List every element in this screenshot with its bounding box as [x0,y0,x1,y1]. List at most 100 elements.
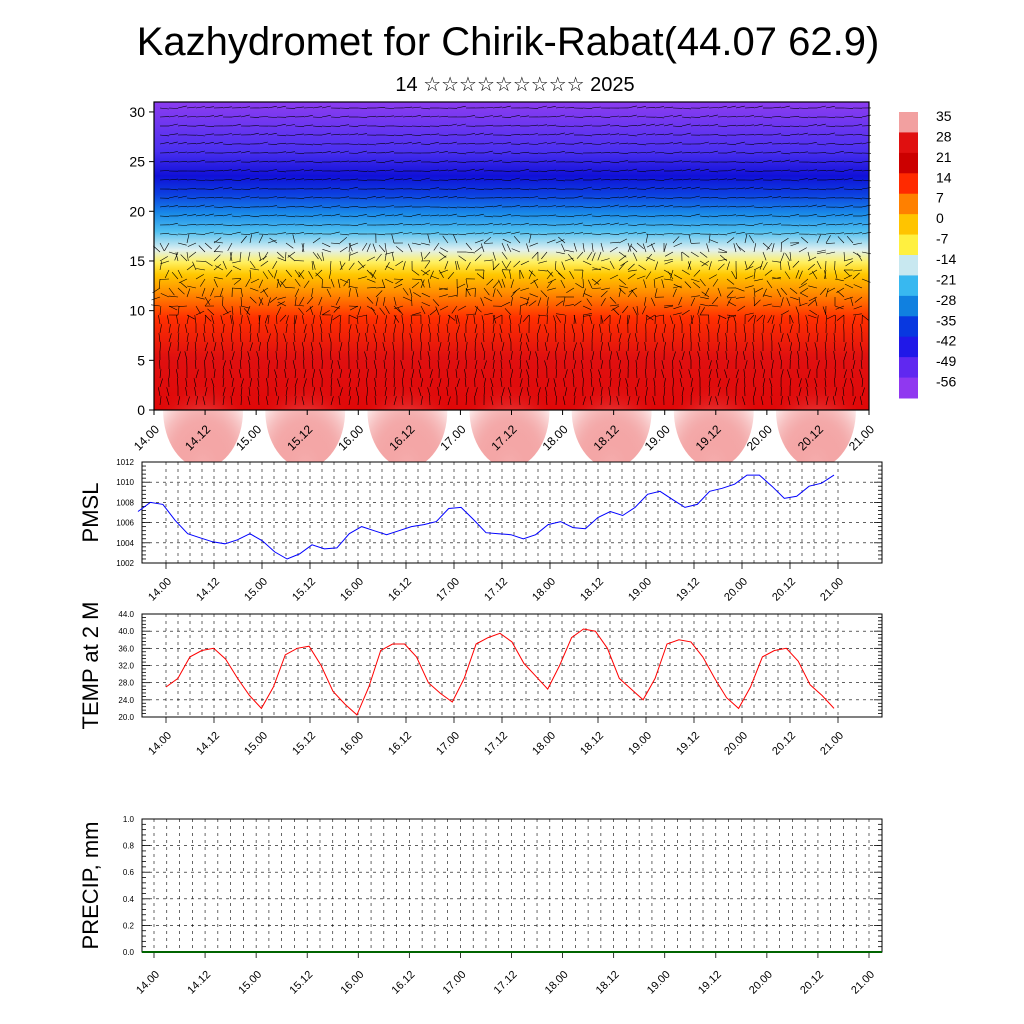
x-tick-label: 15.12 [290,730,318,758]
wind-barb [537,142,547,145]
wind-barb [284,360,287,370]
wind-barb [492,223,502,226]
wind-barb [519,387,523,397]
wind-barb [564,125,575,127]
x-tick-label: 20.12 [770,576,798,604]
wind-barb [708,215,719,217]
wind-barb [786,297,791,307]
wind-barb [337,279,341,289]
wind-barb [661,279,665,289]
wind-barb [798,283,807,289]
wind-barb [647,314,656,320]
wind-barb [303,324,307,334]
wind-barb [510,205,520,208]
wind-barb [510,197,521,199]
wind-barb [339,124,349,127]
wind-barb [852,142,863,145]
wind-barb [260,287,269,294]
wind-barb [684,281,692,289]
wind-barb [717,342,720,352]
wind-barb [563,378,566,388]
wind-barb [356,341,359,352]
wind-barb [438,214,448,217]
wind-barb [708,142,718,145]
wind-barb [333,305,341,313]
wind-barb [492,360,495,370]
wind-barb [456,233,467,236]
wind-barb [501,151,511,154]
wind-barb [249,125,260,127]
wind-barb [526,369,530,379]
wind-barb [726,315,730,325]
wind-barb [736,296,746,299]
wind-barb [834,178,844,181]
wind-barb [203,333,206,343]
wind-barb [537,341,539,352]
wind-barb [337,360,341,370]
wind-barb [474,333,478,343]
wind-barb [535,378,539,388]
wind-barb [600,387,603,397]
wind-barb [601,287,611,290]
wind-barb [159,341,161,352]
wind-barb [600,160,611,163]
wind-barb [600,187,610,190]
wind-barb [384,169,394,172]
wind-barb [582,186,592,190]
wind-barb [384,224,395,226]
x-tick-label: 14.00 [146,576,174,604]
y-tick-label: 40.0 [118,627,134,636]
x-tick-label: 18.00 [530,730,558,758]
wind-barb [744,260,748,270]
wind-barb [321,251,325,261]
wind-barb [258,133,268,136]
wind-barb [204,298,211,307]
wind-barb [177,306,180,316]
wind-barb [456,324,460,334]
wind-barb [681,178,691,181]
wind-barb [249,170,260,173]
wind-barb [690,186,700,190]
wind-barb [204,213,214,217]
wind-barb [420,134,431,136]
wind-barb [618,186,628,190]
wind-barb [798,359,800,370]
wind-barb [481,315,485,325]
wind-barb [600,242,604,252]
wind-barb [744,224,755,226]
wind-barb [303,378,307,388]
wind-barb [195,396,198,406]
wind-barb [510,115,520,118]
wind-barb [789,107,800,109]
wind-barb [483,378,486,388]
wind-barb [438,396,441,406]
wind-barb [288,254,296,262]
wind-barb [465,232,475,235]
wind-barb [836,287,845,294]
wind-barb [456,351,459,361]
wind-barb [483,170,494,172]
wind-barb [321,132,331,136]
wind-barb [508,315,512,325]
wind-barb [636,378,640,388]
wind-barb [708,170,719,173]
wind-barb [492,204,502,208]
wind-barb [834,359,836,370]
ticks [142,613,882,723]
wind-barb [780,297,784,307]
wind-barb [753,151,763,154]
wind-barb [429,232,439,235]
wind-barb [420,214,430,217]
wind-barb [591,134,602,136]
wind-barb [582,160,593,163]
wind-barb [601,266,611,271]
wind-barb [735,169,745,172]
wind-barb [654,204,664,208]
wind-barb [708,205,719,208]
wind-barb [212,324,215,334]
colorbar-segment [899,234,918,256]
wind-barb [312,106,322,109]
wind-barb [294,232,304,235]
wind-barb [727,301,737,307]
